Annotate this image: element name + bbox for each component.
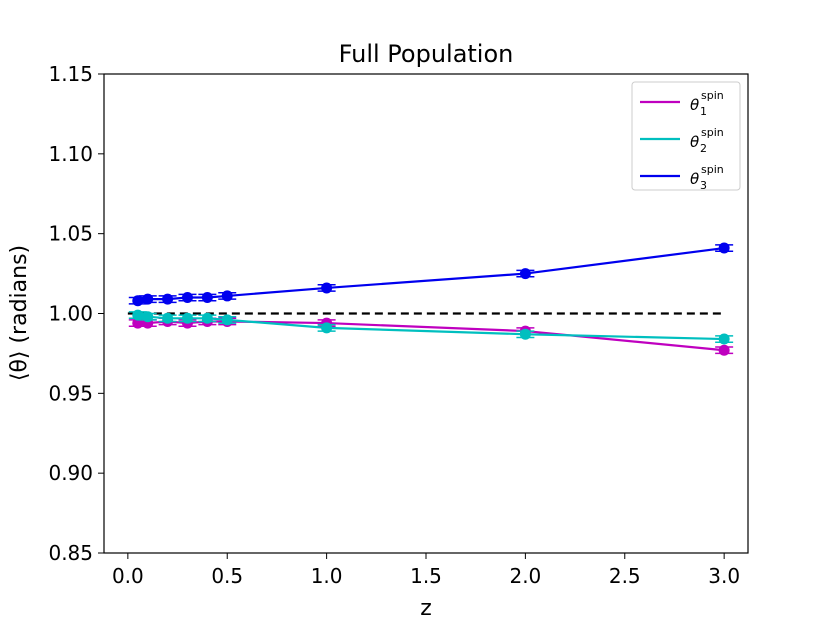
series-2-point [321,322,333,334]
series-3-point [181,292,193,304]
x-tick-label: 1.5 [410,564,442,588]
series-3-point [221,290,233,302]
series-2-point [201,312,213,324]
x-tick-label: 0.0 [112,564,144,588]
series-3-point [519,268,531,280]
x-tick-label: 1.0 [311,564,343,588]
plot-area [127,242,734,356]
legend-label-3: θ [690,170,699,188]
series-3-point [201,292,213,304]
y-tick-label: 0.90 [48,461,93,485]
series-3-point [321,282,333,294]
series-2-point [142,311,154,323]
y-tick-label: 1.10 [48,142,93,166]
x-axis-label: z [420,596,432,621]
x-tick-label: 2.5 [609,564,641,588]
y-tick-label: 1.00 [48,302,93,326]
chart-title: Full Population [339,40,514,68]
legend-subscript-3: 3 [700,179,707,192]
series-2-point [221,314,233,326]
legend-subscript-2: 2 [700,142,707,155]
y-tick-label: 0.95 [48,381,93,405]
legend-subscript-1: 1 [700,105,707,118]
legend-superscript-1: spin [701,89,724,102]
series-3-point [718,242,730,254]
series-2-point [181,312,193,324]
series-3-point [142,293,154,305]
series-2-point [718,333,730,345]
x-tick-label: 0.5 [211,564,243,588]
x-tick-label: 3.0 [708,564,740,588]
y-tick-label: 1.15 [48,62,93,86]
y-axis-label: ⟨θ⟩ (radians) [7,245,32,381]
legend-superscript-3: spin [701,163,724,176]
series-2-point [519,328,531,340]
legend-label-2: θ [690,133,699,151]
legend-superscript-2: spin [701,126,724,139]
axis-ticks: 0.0 0.5 1.0 1.5 2.0 2.5 3.0 0.85 0.90 0.95 1.00 1.0… [48,62,740,588]
y-tick-label: 1.05 [48,222,93,246]
x-tick-label: 2.0 [509,564,541,588]
series-3-point [162,293,174,305]
legend-label-1: θ [690,96,699,114]
legend-box [631,81,741,191]
y-tick-label: 0.85 [48,541,93,565]
series-2-point [162,312,174,324]
series-1-point [718,344,730,356]
series-3-point [132,295,144,307]
series-2-point [132,309,144,321]
